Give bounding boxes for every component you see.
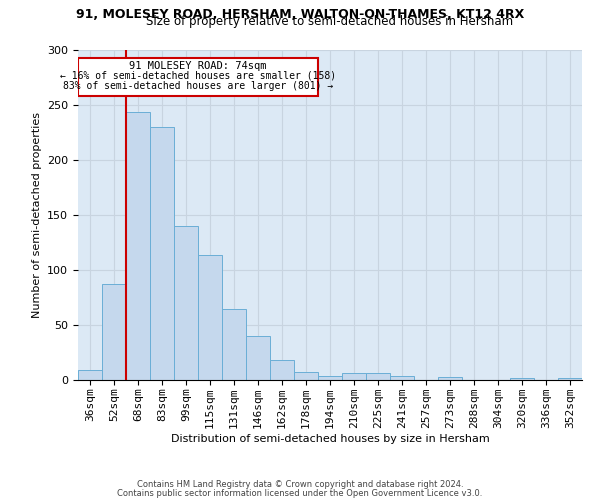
Text: ← 16% of semi-detached houses are smaller (158): ← 16% of semi-detached houses are smalle… bbox=[60, 71, 337, 81]
Bar bbox=[126, 112, 150, 380]
Bar bbox=[78, 370, 102, 380]
Bar bbox=[318, 376, 342, 380]
Text: Contains HM Land Registry data © Crown copyright and database right 2024.: Contains HM Land Registry data © Crown c… bbox=[137, 480, 463, 489]
Bar bbox=[366, 374, 390, 380]
Text: 91 MOLESEY ROAD: 74sqm: 91 MOLESEY ROAD: 74sqm bbox=[130, 61, 267, 71]
Bar bbox=[510, 378, 534, 380]
Title: Size of property relative to semi-detached houses in Hersham: Size of property relative to semi-detach… bbox=[146, 15, 514, 28]
Text: 83% of semi-detached houses are larger (801) →: 83% of semi-detached houses are larger (… bbox=[63, 81, 334, 91]
Bar bbox=[294, 372, 318, 380]
Bar bbox=[270, 360, 294, 380]
Text: 91, MOLESEY ROAD, HERSHAM, WALTON-ON-THAMES, KT12 4RX: 91, MOLESEY ROAD, HERSHAM, WALTON-ON-THA… bbox=[76, 8, 524, 20]
Bar bbox=[390, 376, 414, 380]
Bar bbox=[198, 254, 222, 380]
Bar bbox=[174, 226, 198, 380]
Bar bbox=[438, 376, 462, 380]
Bar bbox=[342, 374, 366, 380]
Bar bbox=[246, 336, 270, 380]
X-axis label: Distribution of semi-detached houses by size in Hersham: Distribution of semi-detached houses by … bbox=[170, 434, 490, 444]
Bar bbox=[558, 378, 582, 380]
Bar bbox=[222, 308, 246, 380]
Text: Contains public sector information licensed under the Open Government Licence v3: Contains public sector information licen… bbox=[118, 489, 482, 498]
Bar bbox=[102, 284, 126, 380]
Bar bbox=[79, 58, 318, 96]
Y-axis label: Number of semi-detached properties: Number of semi-detached properties bbox=[32, 112, 41, 318]
Bar bbox=[150, 127, 174, 380]
